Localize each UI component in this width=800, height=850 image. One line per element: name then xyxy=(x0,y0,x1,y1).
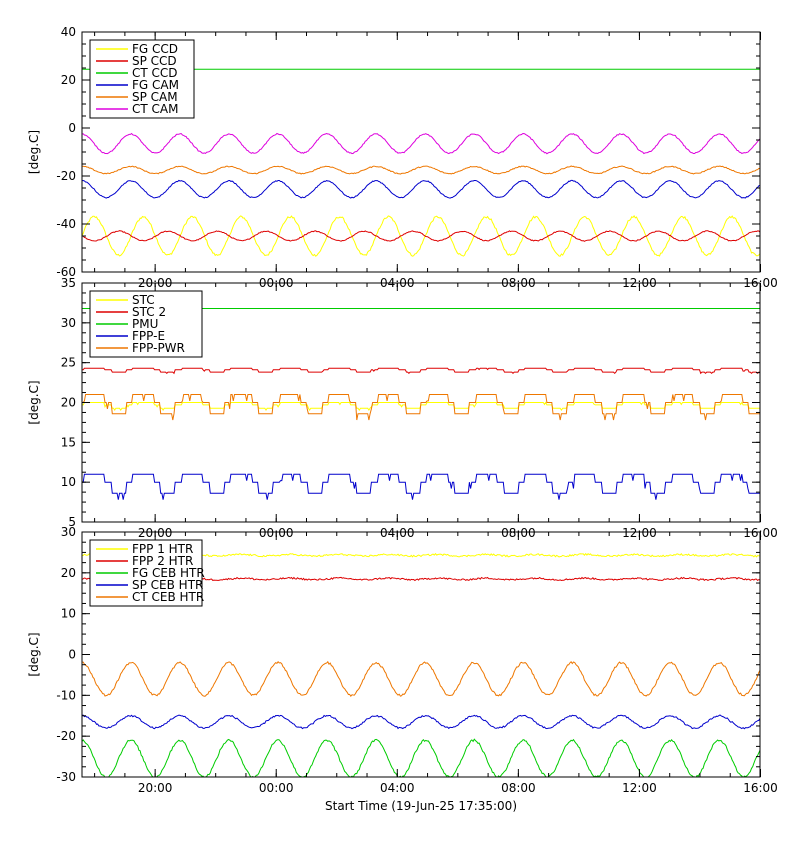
y-tick-label: -10 xyxy=(56,688,76,702)
y-axis-label: [deg.C] xyxy=(27,632,41,676)
y-tick-label: 25 xyxy=(61,356,76,370)
panels: -60 -40 -20 0 20 40 20:00 00:00 04:00 08:00 12:00 1… xyxy=(27,25,778,795)
legend-entry: CT CAM xyxy=(132,102,178,116)
legend-entry: PMU xyxy=(132,317,158,331)
legend-entry: FPP 2 HTR xyxy=(132,554,193,568)
panel-1: -60-40-200204020:0000:0004:0008:0012:001… xyxy=(27,25,778,290)
series-line-ct-cam xyxy=(82,132,760,155)
legend-entry: FPP-E xyxy=(132,329,165,343)
series-group xyxy=(82,308,760,500)
y-tick-label: -20 xyxy=(56,729,76,743)
legend-entry: SP CAM xyxy=(132,90,178,104)
x-tick-label: 00:00 xyxy=(259,781,294,795)
legend-entry: STC xyxy=(132,293,155,307)
legend-entry: FPP 1 HTR xyxy=(132,542,193,556)
y-tick-label: 20 xyxy=(61,396,76,410)
y-tick-label: 10 xyxy=(61,475,76,489)
y-axis-label: [deg.C] xyxy=(27,130,41,174)
y-tick-label: 15 xyxy=(61,435,76,449)
x-tick-label: 08:00 xyxy=(501,781,536,795)
series-group xyxy=(82,68,760,257)
y-tick-label: 10 xyxy=(61,607,76,621)
x-tick-label: 16:00 xyxy=(743,781,778,795)
legend-entry: CT CCD xyxy=(132,66,178,80)
series-line-sp-cam xyxy=(82,165,760,175)
legend-entry: FPP-PWR xyxy=(132,341,185,355)
y-tick-label: 30 xyxy=(61,525,76,539)
y-tick-label: 0 xyxy=(68,121,76,135)
y-tick-label: 20 xyxy=(61,73,76,87)
y-tick-label: -30 xyxy=(56,770,76,784)
series-line-fg-ceb-htr xyxy=(82,738,760,777)
y-tick-label: 20 xyxy=(61,566,76,580)
legend-entry: FG CAM xyxy=(132,78,179,92)
panel-3: -30 -20 -10 0 10 20 30 20:00 00:00 04:00 08:00 12:0… xyxy=(27,525,778,795)
y-tick-label: 5 xyxy=(68,515,76,529)
series-line-sp-ceb-htr xyxy=(82,714,760,730)
series-line-fpp-pwr xyxy=(82,394,760,421)
y-tick-label: 30 xyxy=(61,316,76,330)
legend-entry: STC 2 xyxy=(132,305,166,319)
y-tick-label: -40 xyxy=(56,217,76,231)
series-line-fg-cam xyxy=(82,179,760,199)
series-line-ct-ceb-htr xyxy=(82,660,760,698)
y-tick-label: 35 xyxy=(61,276,76,290)
legend-box xyxy=(89,39,195,119)
series-line-sp-ccd xyxy=(82,230,760,242)
legend-entry: FG CEB HTR xyxy=(132,566,205,580)
series-line-fg-ccd xyxy=(82,215,760,257)
y-tick-label: -60 xyxy=(56,265,76,279)
legend-entry: FG CCD xyxy=(132,42,178,56)
y-tick-label: 0 xyxy=(68,648,76,662)
x-axis-label: Start Time (19-Jun-25 17:35:00) xyxy=(325,799,517,813)
legend-entry: SP CEB HTR xyxy=(132,578,203,592)
legend-entry: CT CEB HTR xyxy=(132,590,204,604)
x-tick-label: 12:00 xyxy=(622,781,657,795)
x-tick-label: 04:00 xyxy=(380,781,415,795)
legend-entry: SP CCD xyxy=(132,54,177,68)
x-tick-label: 20:00 xyxy=(138,781,173,795)
y-axis-label: [deg.C] xyxy=(27,380,41,424)
y-tick-label: 40 xyxy=(61,25,76,39)
series-line-fpp-e xyxy=(82,473,760,500)
y-tick-label: -20 xyxy=(56,169,76,183)
series-line-stc-2 xyxy=(82,367,760,375)
